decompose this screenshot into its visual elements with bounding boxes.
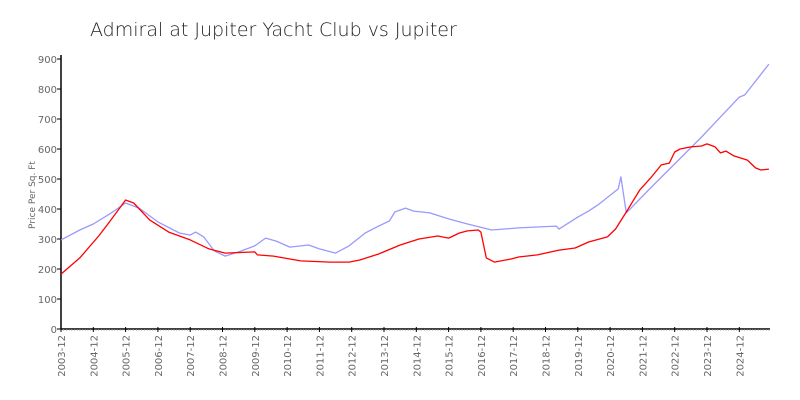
x-tick-label: 2006-12 [154,335,165,377]
y-tick-label: 500 [38,175,57,186]
x-tick-label: 2005-12 [122,335,133,377]
x-tick-label: 2021-12 [638,335,649,377]
y-tick-label: 800 [38,85,57,96]
x-tick-label: 2022-12 [671,335,682,377]
x-tick-label: 2004-12 [89,335,100,377]
x-tick-label: 2019-12 [574,335,585,377]
y-tick-label: 400 [38,205,57,216]
series-line-blue [60,63,770,257]
x-tick-label: 2010-12 [283,335,294,377]
y-tick-label: 300 [38,235,57,246]
x-tick-label: 2009-12 [251,335,262,377]
x-tick-label: 2007-12 [186,335,197,377]
y-tick-label: 900 [38,55,57,66]
x-tick-label: 2012-12 [348,335,359,377]
x-tick-label: 2014-12 [412,335,423,377]
x-tick-label: 2011-12 [315,335,326,377]
y-tick-label: 200 [38,265,57,276]
y-axis: 0 100 200 300 400 500 600 700 800 900 [38,55,62,336]
x-axis: 2003-12 2004-12 2005-12 2006-12 2007-12 2008-… [57,327,770,377]
x-tick-label: 2023-12 [703,335,714,377]
x-tick-label: 2003-12 [57,335,68,377]
x-tick-label: 2013-12 [380,335,391,377]
series-line-red [60,143,769,275]
chart-title: Admiral at Jupiter Yacht Club vs Jupiter [90,19,457,41]
x-tick-label: 2008-12 [219,335,230,377]
x-tick-label: 2020-12 [606,335,617,377]
x-tick-label: 2016-12 [477,335,488,377]
x-tick-label: 2018-12 [542,335,553,377]
y-axis-label: Price Per Sq. Ft [28,161,38,229]
y-tick-label: 100 [38,295,57,306]
y-tick-label: 0 [51,325,57,336]
x-tick-label: 2024-12 [735,335,746,377]
x-tick-label: 2017-12 [509,335,520,377]
plot-area [60,63,770,275]
x-tick-label: 2015-12 [445,335,456,377]
y-tick-label: 700 [38,115,57,126]
y-tick-label: 600 [38,145,57,156]
